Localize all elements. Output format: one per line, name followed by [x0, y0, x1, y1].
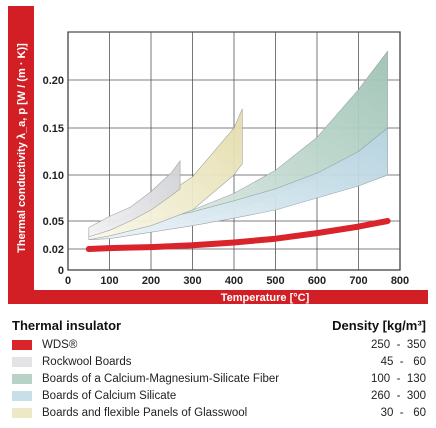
legend: WDS® 250 - 350 Rockwool Boards 45 - 60 B… — [12, 336, 426, 421]
legend-header-density: Density [kg/m³] — [332, 318, 426, 333]
legend-item: WDS® 250 - 350 — [12, 336, 426, 353]
legend-density: 30 - 60 — [380, 406, 426, 419]
chart: Thermal conductivity λ_a, p [W / (m · K)… — [8, 6, 428, 304]
legend-swatch — [12, 356, 32, 367]
legend-label: Rockwool Boards — [42, 355, 132, 368]
series-bands — [88, 50, 388, 241]
legend-swatch — [12, 407, 32, 418]
legend-swatch — [12, 390, 32, 401]
legend-item: Boards of Calcium Silicate 260 - 300 — [12, 387, 426, 404]
legend-density: 45 - 60 — [380, 355, 426, 368]
legend-label: Boards of a Calcium-Magnesium-Silicate F… — [42, 372, 280, 385]
x-tick-label: 500 — [266, 275, 284, 287]
legend-item: Boards of a Calcium-Magnesium-Silicate F… — [12, 370, 426, 387]
y-axis-title: Thermal conductivity λ_a, p [W / (m · K)… — [16, 43, 28, 253]
tick-labels: 0 100 200 300 400 500 600 700 800 0 0.02 0.05 0.10 0.… — [43, 75, 410, 287]
x-tick-label: 800 — [391, 275, 409, 287]
line-wds — [85, 218, 391, 252]
x-tick-label: 0 — [65, 275, 71, 287]
x-tick-label: 100 — [100, 275, 118, 287]
y-tick-label: 0.02 — [43, 244, 64, 256]
legend-header-insulator: Thermal insulator — [12, 318, 122, 333]
x-axis-bar — [8, 290, 428, 304]
legend-label: Boards of Calcium Silicate — [42, 389, 177, 402]
y-axis-bar — [8, 6, 34, 290]
y-tick-label: 0.15 — [43, 123, 64, 135]
legend-item: Boards and flexible Panels of Glasswool … — [12, 404, 426, 421]
legend-label: WDS® — [42, 338, 78, 351]
legend-swatch — [12, 339, 32, 350]
series-lines — [85, 218, 391, 252]
y-tick-label: 0.10 — [43, 170, 64, 182]
x-tick-label: 700 — [349, 275, 367, 287]
y-tick-label: 0.20 — [43, 75, 64, 87]
legend-density: 260 - 300 — [371, 389, 426, 402]
y-tick-label: 0 — [58, 265, 64, 277]
band-rockwool-boards — [88, 159, 181, 238]
legend-swatch — [12, 373, 32, 384]
legend-header: Thermal insulator Density [kg/m³] — [12, 318, 426, 333]
legend-item: Rockwool Boards 45 - 60 — [12, 353, 426, 370]
legend-label: Boards and flexible Panels of Glasswool — [42, 406, 248, 419]
x-tick-label: 300 — [183, 275, 201, 287]
y-tick-label: 0.05 — [43, 216, 64, 228]
x-tick-label: 200 — [142, 275, 160, 287]
x-tick-label: 400 — [225, 275, 243, 287]
x-axis-title: Temperature [°C] — [221, 292, 310, 304]
x-tick-label: 600 — [308, 275, 326, 287]
legend-density: 100 - 130 — [371, 372, 426, 385]
legend-density: 250 - 350 — [371, 338, 426, 351]
